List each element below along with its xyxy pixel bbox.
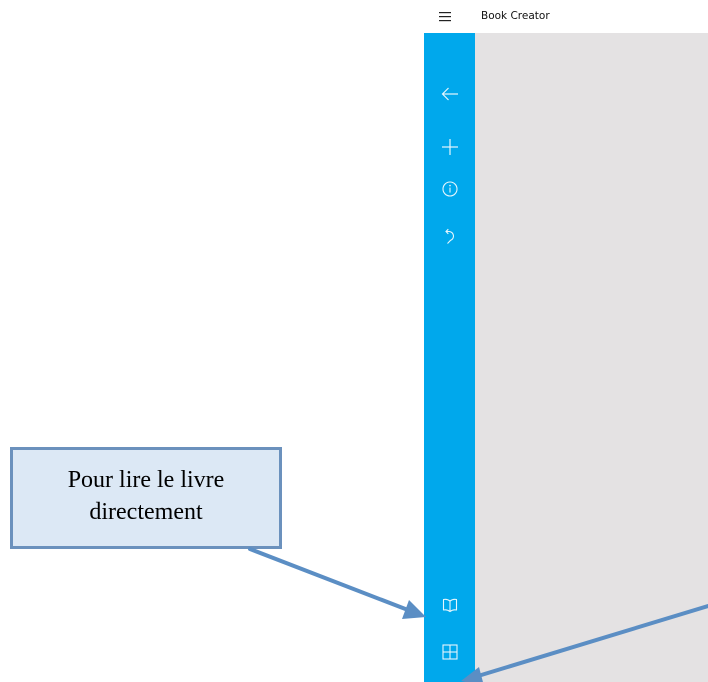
- pages-grid-button[interactable]: [424, 636, 475, 668]
- arrow-to-read-button: [248, 547, 426, 619]
- info-button[interactable]: [424, 173, 475, 205]
- undo-button[interactable]: [424, 221, 475, 253]
- app-title: Book Creator: [481, 10, 550, 22]
- add-plus-icon: [441, 139, 458, 155]
- book-page-canvas[interactable]: [475, 33, 708, 682]
- callout-text: Pour lire le livre directement: [67, 467, 225, 525]
- title-bar: Book Creator: [424, 0, 708, 33]
- pages-grid-icon: [441, 644, 458, 660]
- open-book-icon: [442, 598, 457, 613]
- command-bar: [424, 33, 475, 682]
- read-book-button[interactable]: [424, 589, 475, 621]
- info-icon: [441, 181, 458, 197]
- annotation-callout: Pour lire le livre directement: [10, 447, 282, 549]
- undo-icon: [444, 228, 454, 244]
- back-button[interactable]: [424, 78, 475, 110]
- add-button[interactable]: [424, 131, 475, 163]
- back-arrow-icon: [441, 87, 458, 101]
- hamburger-menu-icon[interactable]: [432, 9, 458, 25]
